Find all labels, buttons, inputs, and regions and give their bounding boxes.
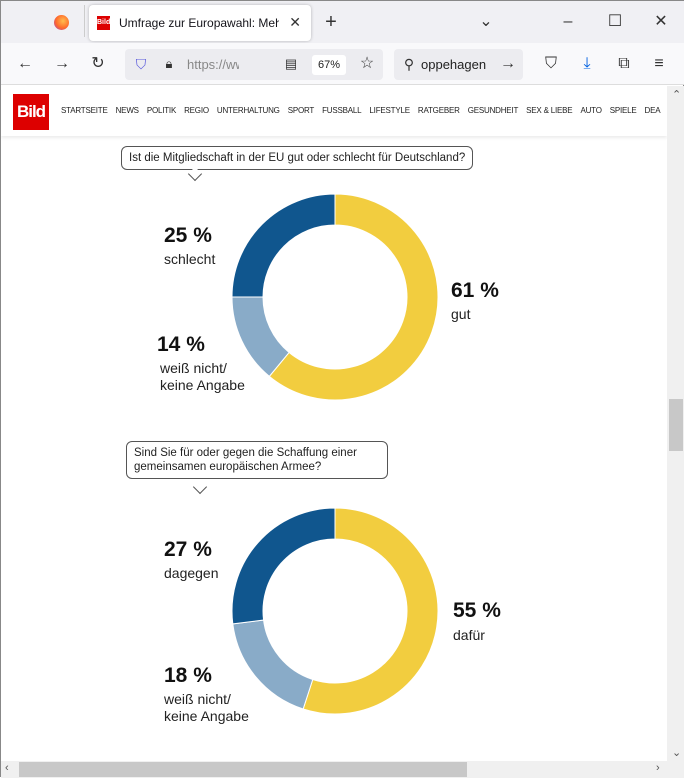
donut-slice-dagegen [231,507,336,625]
pct-dagegen: 27 % [164,538,212,561]
downloads-icon[interactable]: ⤓ [583,55,591,72]
menu-item[interactable]: UNTERHALTUNG [216,106,280,115]
tab-active[interactable]: Bild Umfrage zur Europawahl: Mehrheit ✕ [89,5,311,41]
label-gut: gut [451,306,471,322]
zoom-level[interactable]: 67% [312,55,346,75]
divider [84,5,85,37]
bookmark-star-icon[interactable]: ☆ [359,55,375,72]
shield-icon[interactable]: ⛉ [135,56,147,72]
site-menu: STARTSEITE NEWS POLITIK REGIO UNTERHALTUNG SP… [61,106,661,115]
pocket-icon[interactable]: ⛉ [544,55,557,72]
label-schlecht: schlecht [164,251,216,267]
label-weiss-nicht-2: weiß nicht/ keine Angabe [164,691,249,724]
menu-item[interactable]: FUSSBALL [322,106,362,115]
menu-item[interactable]: SEX & LIEBE [526,106,573,115]
vertical-scrollbar[interactable]: ⌃ ⌄ [667,86,684,761]
horizontal-scroll-thumb[interactable] [19,762,467,777]
extensions-icon[interactable]: ⧉ [618,55,630,72]
menu-item[interactable]: DEA [644,106,661,115]
search-bar[interactable]: ⚲ oppehagen → [394,49,523,80]
menu-item[interactable]: SPIELE [609,106,637,115]
scroll-up-icon[interactable]: ⌃ [672,89,682,101]
label-dagegen: dagegen [164,565,219,581]
menu-item[interactable]: STARTSEITE [61,106,108,115]
menu-item[interactable]: GESUNDHEIT [467,106,519,115]
navigation-toolbar: ← → ↻ ⛉ 🔒︎ https://www.bild.de ▤ 67% ☆ ⚲… [1,43,684,85]
vertical-scroll-thumb[interactable] [669,399,683,451]
pct-gut: 61 % [451,279,499,302]
donut-slice-schlecht [231,193,336,298]
question-1: Ist die Mitgliedschaft in der EU gut ode… [129,152,466,164]
forward-button[interactable]: → [54,55,70,72]
back-button[interactable]: ← [17,55,33,72]
menu-icon[interactable]: ≡ [654,55,664,72]
close-window-button[interactable]: ✕ [654,13,668,30]
pct-schlecht: 25 % [164,224,212,247]
label-weiss-nicht: weiß nicht/ keine Angabe [160,360,245,393]
donut-charts [231,193,439,715]
menu-item[interactable]: POLITIK [146,106,177,115]
menu-item[interactable]: RATGEBER [417,106,460,115]
list-tabs-chevron-down-icon[interactable]: ⌄ [479,13,493,30]
pct-dafuer: 55 % [453,599,501,622]
lock-icon[interactable]: 🔒︎ [165,56,173,71]
menu-item[interactable]: REGIO [184,106,209,115]
donut-slice-gut [268,193,439,401]
minimize-button[interactable]: – [563,13,573,30]
donut-slice-dafür [302,507,439,715]
menu-item[interactable]: NEWS [115,106,139,115]
tab-title: Umfrage zur Europawahl: Mehrheit [119,16,279,30]
url-text[interactable]: https://www.bild.de [187,57,239,72]
firefox-icon[interactable] [54,15,69,30]
reload-button[interactable]: ↻ [91,55,105,72]
scroll-down-icon[interactable]: ⌄ [672,747,682,759]
question-bubble-2: Sind Sie für oder gegen die Schaffung ei… [126,441,388,479]
pct-weiss-nicht: 14 % [157,333,205,356]
web-page: Bild STARTSEITE NEWS POLITIK REGIO UNTERHALT… [1,86,667,761]
url-bar[interactable]: ⛉ 🔒︎ https://www.bild.de ▤ 67% ☆ [125,49,383,80]
menu-item[interactable]: SPORT [287,106,315,115]
scroll-left-icon[interactable]: ‹ [5,762,9,774]
tab-bar: Bild Umfrage zur Europawahl: Mehrheit ✕ … [1,1,684,43]
search-go-icon[interactable]: → [500,55,516,72]
new-tab-button[interactable]: + [325,11,337,33]
maximize-button[interactable]: ☐ [607,13,623,30]
menu-item[interactable]: AUTO [580,106,602,115]
search-input[interactable]: oppehagen [421,57,487,72]
menu-item[interactable]: LIFESTYLE [369,106,410,115]
bild-favicon-icon: Bild [97,16,110,30]
label-dafuer: dafür [453,627,485,643]
search-icon: ⚲ [403,56,415,72]
site-navigation: Bild STARTSEITE NEWS POLITIK REGIO UNTERHALT… [1,86,667,136]
question-2: Sind Sie für oder gegen die Schaffung ei… [134,447,357,473]
pct-weiss-nicht-2: 18 % [164,664,212,687]
bild-logo[interactable]: Bild [13,94,49,130]
scroll-right-icon[interactable]: › [656,762,660,774]
question-bubble-1: Ist die Mitgliedschaft in der EU gut ode… [121,146,474,170]
horizontal-scrollbar[interactable]: ‹ › [1,761,684,778]
close-tab-icon[interactable]: ✕ [289,14,301,30]
reader-view-icon[interactable]: ▤ [284,56,298,71]
